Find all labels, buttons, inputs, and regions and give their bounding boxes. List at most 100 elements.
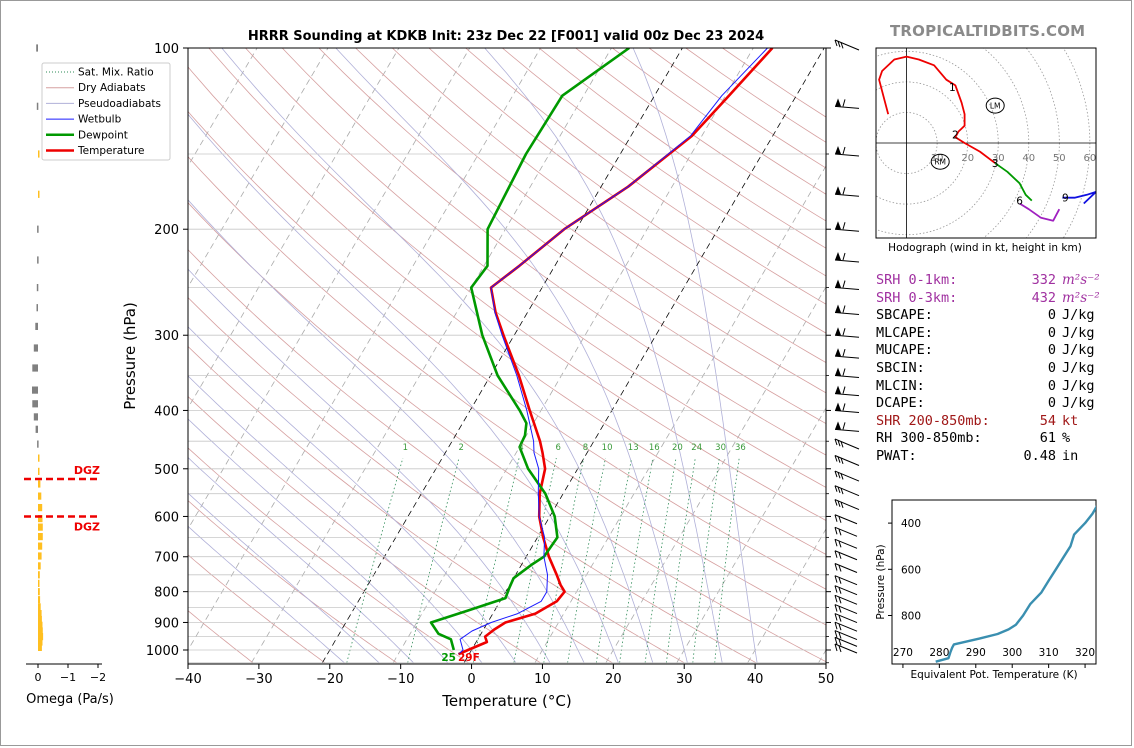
omega-bar [38,150,40,158]
dry-adiabat-line [188,66,826,555]
x-tick-label: 10 [534,672,551,687]
hodograph-ring-label: 50 [1053,153,1066,164]
hodograph-trace [878,55,1096,222]
wind-barb [834,279,860,291]
y-tick-label: 500 [154,463,179,478]
stat-value: 0 [1047,377,1056,394]
stat-unit: J/kg [1062,342,1095,359]
stat-row: DCAPE: 0 J/kg [876,395,1116,413]
stat-name: SBCIN: [876,359,925,376]
y-tick-label: 800 [154,586,179,601]
surface-value-labels: 25 29F [441,652,479,664]
minus20-isotherm [321,48,683,663]
dry-adiabat-line [392,48,826,364]
stat-row: MLCIN: 0 J/kg [876,378,1116,396]
dry-adiabat-line [188,395,541,664]
omega-bar [38,627,43,635]
stat-name: SHR 200-850mb: [876,412,990,429]
hodograph-panel: 10 20 30 40 50 60 1 2 3 6 9 LM RM [875,47,1097,239]
stat-value: 54 [1039,412,1056,429]
omega-bar [35,322,38,330]
stat-row: SRH 0-1km: 332 m²s⁻² [876,272,1116,290]
hodograph-segment [1019,202,1061,222]
dry-adiabat-line [188,447,469,664]
surface-dewpoint-label: 25 [441,652,456,664]
wind-barb [834,402,860,413]
x-tick-label: −40 [174,672,201,687]
skewt-axes: −40 −30 −20 −10 0 10 20 30 40 50 100 200 300 400 500 60… [146,42,834,687]
mixing-ratio-label: 8 [583,443,588,453]
y-tick-label: 1000 [146,644,179,659]
dry-adiabat-line [188,610,254,664]
pseudoadiabat-line [632,48,758,663]
omega-x-tick-label: −2 [90,671,106,684]
wind-barb [834,526,858,537]
isotherm-line [534,165,826,663]
stat-name: MLCIN: [876,377,925,394]
wind-barb [834,438,860,450]
mixing-ratio-label: 30 [715,443,726,453]
theta-e-y-axis-label: Pressure (hPa) [875,544,887,619]
dry-adiabat-line [318,48,826,425]
omega-bar [32,400,38,408]
theta-e-x-tick-label: 320 [1075,647,1095,659]
dgz-bottom-label: DGZ [74,520,100,533]
storm-motion-label: LM [990,102,1001,111]
series-dewpoint [429,48,630,651]
omega-bar [38,621,43,629]
stat-unit: m²s⁻² [1062,289,1100,306]
omega-bar [33,413,38,421]
theta-e-trace [935,505,1096,663]
omega-bar [38,467,40,475]
pseudoadiabat-line [188,268,551,664]
theta-e-x-tick-label: 290 [966,647,986,659]
omega-x-tick-label: 0 [35,671,42,684]
stat-name: MUCAPE: [876,342,933,359]
mixing-ratio-label: 24 [691,443,702,453]
wind-barb [834,575,858,586]
dry-adiabat-line [188,156,826,626]
x-tick-label: −20 [316,672,343,687]
storm-motion-marker [930,153,950,170]
legend-label: Dewpoint [78,129,128,141]
omega-bar [38,579,40,587]
dry-adiabat-line [281,48,826,456]
hodograph-ring-label: 20 [961,153,974,164]
wind-barb [834,98,860,109]
omega-bar [38,638,43,646]
omega-bar [38,596,41,604]
dry-adiabat-line [188,249,757,664]
omega-bar [33,344,38,352]
omega-bar [38,643,42,651]
stat-value: 0 [1047,324,1056,341]
dry-adiabat-line [188,554,326,664]
pseudoadiabat-line [188,525,345,664]
stat-row: MLCAPE: 0 J/kg [876,325,1116,343]
omega-bar [38,454,40,462]
omega-bar [36,44,38,52]
omega-bar [38,610,42,618]
omega-bar [38,562,41,570]
stat-unit: J/kg [1062,324,1095,341]
omega-bar [36,304,38,312]
skewt-gridlines [188,47,826,664]
wind-barb [834,585,858,596]
mixing-ratio-label: 10 [602,443,613,453]
mixing-ratio-line [692,458,720,663]
hodograph-ring-label: 40 [1022,153,1035,164]
hodograph-ring-label: 60 [1084,153,1097,164]
dry-adiabat-line [188,110,826,590]
x-tick-label: 40 [747,672,764,687]
omega-bar [38,615,42,624]
pseudoadiabat-line [188,113,619,663]
isotherm-line [0,48,44,663]
theta-e-x-tick-label: 300 [1002,647,1022,659]
omega-bar [38,492,42,500]
pseudoadiabat-line [188,492,380,664]
legend-label: Dry Adiabats [78,82,146,94]
hodograph-height-label: 3 [992,158,999,170]
x-tick-label: −30 [245,672,272,687]
stat-unit: in [1062,447,1079,464]
omega-bar [32,364,38,372]
